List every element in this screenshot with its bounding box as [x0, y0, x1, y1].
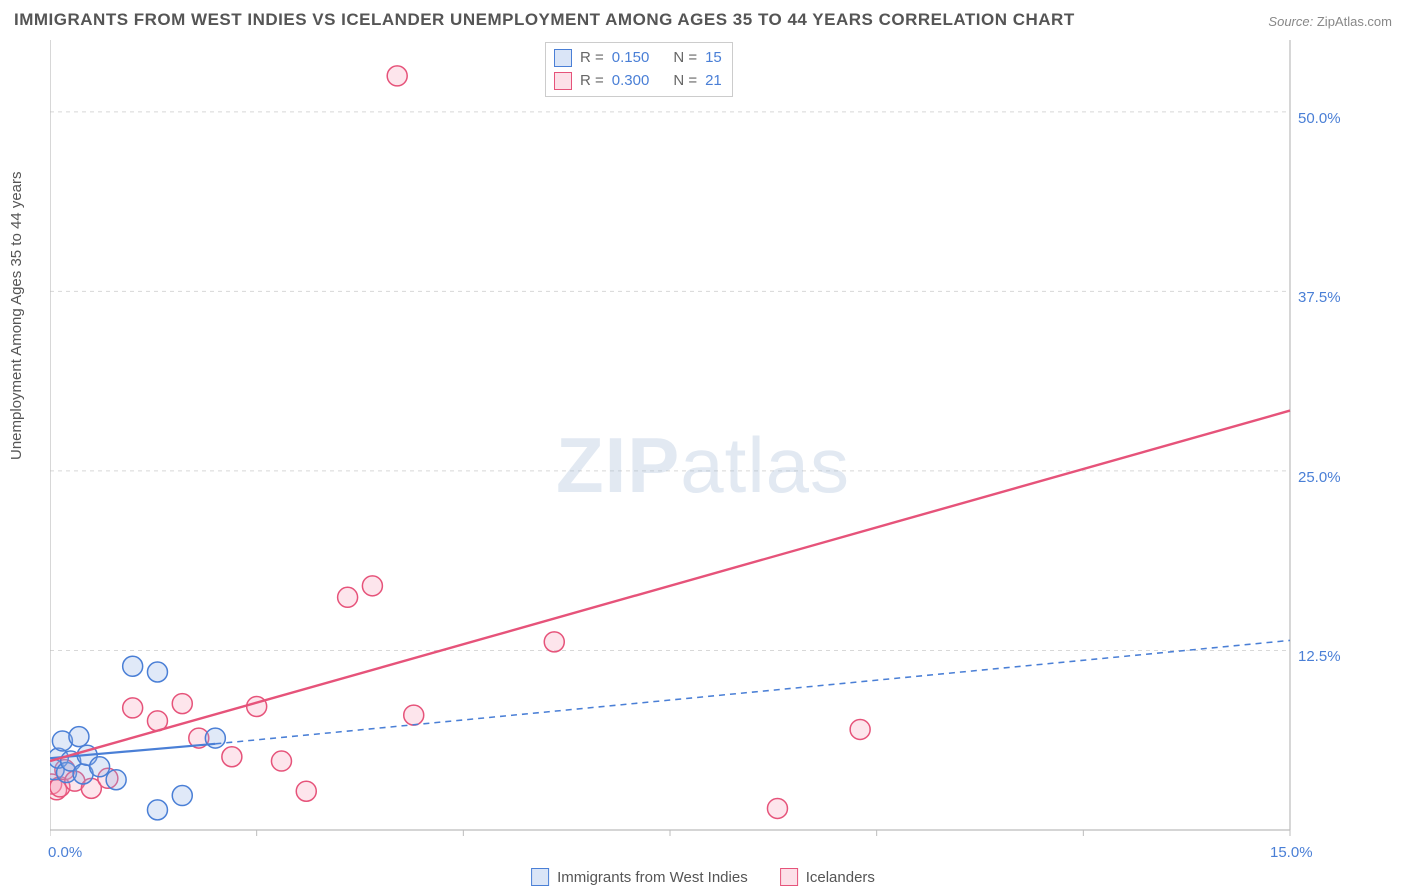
- data-point: [338, 587, 358, 607]
- y-tick-label: 50.0%: [1298, 110, 1341, 127]
- data-point: [222, 747, 242, 767]
- legend-swatch: [531, 868, 549, 886]
- data-point: [387, 66, 407, 86]
- legend-series-label: Immigrants from West Indies: [557, 869, 748, 886]
- legend-swatch: [554, 49, 572, 67]
- data-point: [850, 719, 870, 739]
- data-point: [544, 632, 564, 652]
- legend-n-label: N =: [673, 70, 697, 93]
- legend-series-label: Icelanders: [806, 869, 875, 886]
- data-point: [767, 798, 787, 818]
- data-point: [172, 694, 192, 714]
- legend-r-value: 0.300: [612, 70, 650, 93]
- legend-item: Immigrants from West Indies: [531, 868, 748, 886]
- y-tick-label: 37.5%: [1298, 289, 1341, 306]
- y-axis-label: Unemployment Among Ages 35 to 44 years: [8, 171, 25, 460]
- x-tick-label: 15.0%: [1270, 844, 1313, 861]
- legend-row: R = 0.300 N = 21: [554, 70, 722, 93]
- data-point: [123, 698, 143, 718]
- y-tick-label: 12.5%: [1298, 648, 1341, 665]
- source-value: ZipAtlas.com: [1317, 14, 1392, 29]
- source-attribution: Source: ZipAtlas.com: [1268, 14, 1392, 29]
- correlation-legend: R = 0.150 N = 15 R = 0.300 N = 21: [545, 42, 733, 97]
- data-point: [123, 656, 143, 676]
- scatter-plot: [50, 40, 1390, 840]
- data-point: [69, 727, 89, 747]
- data-point: [172, 786, 192, 806]
- data-point: [271, 751, 291, 771]
- trend-line-dashed: [215, 640, 1290, 743]
- series-legend: Immigrants from West Indies Icelanders: [531, 868, 875, 886]
- legend-swatch: [554, 72, 572, 90]
- chart-title: IMMIGRANTS FROM WEST INDIES VS ICELANDER…: [14, 10, 1075, 30]
- data-point: [106, 770, 126, 790]
- data-point: [296, 781, 316, 801]
- y-tick-label: 25.0%: [1298, 469, 1341, 486]
- legend-row: R = 0.150 N = 15: [554, 47, 722, 70]
- legend-r-label: R =: [580, 47, 604, 70]
- source-label: Source:: [1268, 14, 1313, 29]
- data-point: [404, 705, 424, 725]
- x-tick-label: 0.0%: [48, 844, 82, 861]
- legend-item: Icelanders: [780, 868, 875, 886]
- legend-n-label: N =: [673, 47, 697, 70]
- data-point: [90, 757, 110, 777]
- legend-n-value: 21: [705, 70, 722, 93]
- legend-r-label: R =: [580, 70, 604, 93]
- legend-swatch: [780, 868, 798, 886]
- data-point: [362, 576, 382, 596]
- legend-n-value: 15: [705, 47, 722, 70]
- data-point: [147, 800, 167, 820]
- data-point: [147, 662, 167, 682]
- legend-r-value: 0.150: [612, 47, 650, 70]
- trend-line: [50, 411, 1290, 761]
